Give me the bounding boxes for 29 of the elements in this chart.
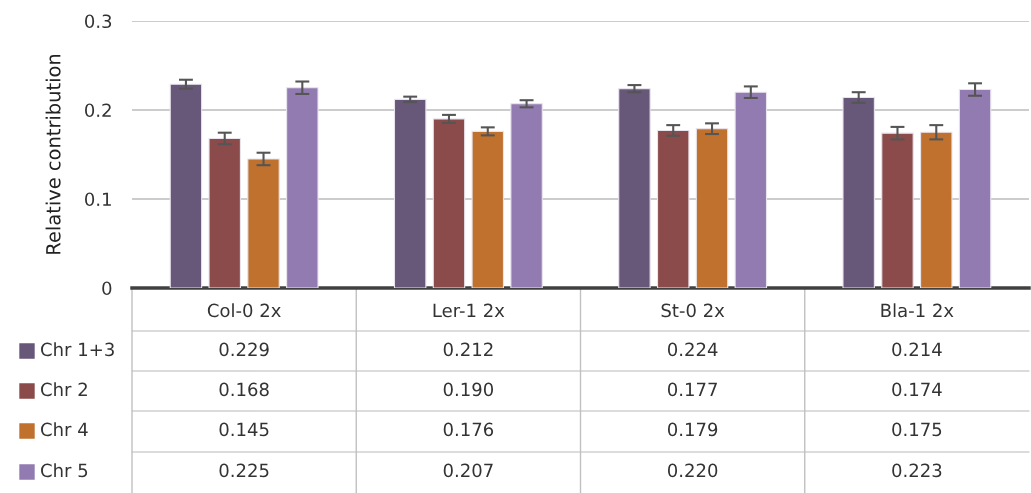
y-tick-label: 0.3 <box>85 14 112 29</box>
y-tick-label: 0 <box>102 281 112 296</box>
y-axis-title: Relative contribution <box>45 54 61 254</box>
data-label: 0.214 <box>892 342 942 357</box>
legend-label: Chr 2 <box>41 382 87 397</box>
data-label: 0.175 <box>892 422 942 437</box>
data-label: 0.174 <box>892 382 942 397</box>
data-label: 0.225 <box>219 463 269 478</box>
data-label: 0.145 <box>219 422 269 437</box>
data-label: 0.223 <box>892 463 942 478</box>
data-label: 0.168 <box>219 382 269 397</box>
legend-label: Chr 4 <box>41 422 88 437</box>
data-label: 0.177 <box>667 382 717 397</box>
data-label: 0.212 <box>443 342 493 357</box>
x-tick-label: Bla-1 2x <box>881 303 954 318</box>
data-label: 0.229 <box>219 342 269 357</box>
data-label: 0.176 <box>443 422 494 437</box>
data-label: 0.207 <box>443 463 493 478</box>
x-tick-label: Col-0 2x <box>207 303 281 318</box>
data-label: 0.224 <box>667 342 718 357</box>
data-label: 0.179 <box>667 422 718 437</box>
data-label: 0.190 <box>443 382 494 397</box>
data-label: 0.220 <box>667 463 718 478</box>
legend-label: Chr 1+3 <box>41 342 114 357</box>
legend-label: Chr 5 <box>41 463 88 478</box>
x-tick-label: St-0 2x <box>661 303 725 318</box>
x-tick-label: Ler-1 2x <box>433 303 505 318</box>
y-tick-label: 0.2 <box>85 103 111 118</box>
y-tick-label: 0.1 <box>85 192 111 207</box>
